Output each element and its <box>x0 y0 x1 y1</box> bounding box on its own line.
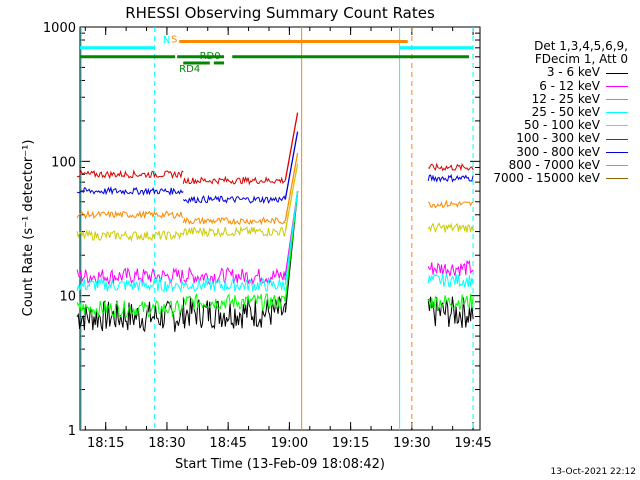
x-tick-label: 19:45 <box>454 436 491 451</box>
legend-entry: 800 - 7000 keV <box>493 157 628 172</box>
series-line <box>182 175 286 186</box>
series-line <box>182 293 286 312</box>
series-line <box>427 199 474 209</box>
legend-label: 3 - 6 keV <box>546 65 600 80</box>
legend-label: 100 - 300 keV <box>516 131 600 146</box>
legend-header-1: Det 1,3,4,5,6,9, <box>534 39 628 53</box>
series-line <box>284 152 299 222</box>
legend: Det 1,3,4,5,6,9, FDecim 1, Att 0 3 - 6 k… <box>493 39 628 186</box>
legend-entry: 7000 - 15000 keV <box>493 171 628 186</box>
series-line <box>76 229 184 243</box>
legend-label: 25 - 50 keV <box>531 105 600 120</box>
x-tick-label: 19:30 <box>393 436 430 451</box>
y-tick-labels: 1 10 100 1000 <box>43 21 76 439</box>
y-tick-label: 1000 <box>43 21 76 36</box>
x-tick-label: 19:15 <box>332 436 369 451</box>
legend-swatch <box>606 85 628 87</box>
x-axis-label: Start Time (13-Feb-09 18:08:42) <box>175 457 385 472</box>
x-tick-label: 18:30 <box>148 436 185 451</box>
series-line <box>182 194 286 205</box>
series-lines <box>76 112 474 333</box>
flag-label: RD4 <box>179 64 200 75</box>
series-line <box>76 277 184 294</box>
legend-entry: 50 - 100 keV <box>493 119 628 132</box>
flag-label: S <box>171 34 177 45</box>
series-line <box>427 173 474 183</box>
y-ticks <box>80 26 480 431</box>
legend-entry: 100 - 300 keV <box>493 132 628 145</box>
y-tick-label: 100 <box>51 155 76 170</box>
legend-entry: 300 - 800 keV <box>493 144 628 159</box>
legend-swatch <box>606 151 628 153</box>
legend-swatch <box>606 138 628 140</box>
series-line <box>182 216 286 226</box>
chart-title: RHESSI Observing Summary Count Rates <box>125 4 435 22</box>
series-line <box>284 112 299 181</box>
x-tick-label: 18:15 <box>87 436 124 451</box>
series-line <box>427 294 474 310</box>
series-line <box>76 169 184 180</box>
series-line <box>76 300 184 333</box>
legend-label: 12 - 25 keV <box>531 91 600 106</box>
legend-swatch <box>606 72 628 74</box>
flag-label: RD0 <box>200 51 221 62</box>
legend-header-2: FDecim 1, Att 0 <box>534 52 628 67</box>
series-line <box>182 225 286 238</box>
y-tick-label: 1 <box>68 424 76 439</box>
series-line <box>182 277 286 293</box>
x-tick-label: 18:45 <box>209 436 246 451</box>
legend-entry: 3 - 6 keV <box>493 66 628 79</box>
series-line <box>427 222 474 233</box>
series-line <box>428 162 474 172</box>
flag-label: N <box>163 35 170 46</box>
series-line <box>76 299 184 318</box>
legend-swatch <box>606 112 628 114</box>
series-line <box>427 296 474 328</box>
series-line <box>284 131 299 200</box>
legend-entry: 25 - 50 keV <box>493 105 628 120</box>
legend-swatch <box>606 164 628 166</box>
x-tick-labels: 18:15 18:30 18:45 19:00 19:15 19:30 19:45 <box>87 436 492 451</box>
y-axis-label: Count Rate (s⁻¹ detector⁻¹) <box>21 140 36 317</box>
series-line <box>427 272 474 288</box>
series-line <box>76 267 184 285</box>
legend-entry: 6 - 12 keV <box>493 78 628 93</box>
legend-entry: 12 - 25 keV <box>493 91 628 106</box>
legend-label: 50 - 100 keV <box>523 118 600 133</box>
timestamp: 13-Oct-2021 22:12 <box>550 467 636 477</box>
series-line <box>76 185 184 197</box>
legend-label: 800 - 7000 keV <box>508 157 600 172</box>
legend-label: 7000 - 15000 keV <box>493 171 600 186</box>
series-line <box>284 163 299 232</box>
legend-swatch <box>606 178 628 180</box>
x-tick-label: 19:00 <box>271 436 308 451</box>
legend-swatch <box>606 125 628 127</box>
series-line <box>284 191 299 286</box>
state-lines <box>80 27 474 430</box>
legend-label: 6 - 12 keV <box>539 78 600 93</box>
series-line <box>76 209 184 220</box>
series-line <box>182 295 286 330</box>
legend-label: 300 - 800 keV <box>516 144 600 159</box>
legend-swatch <box>606 98 628 100</box>
series-line <box>427 259 474 277</box>
plot-frame <box>79 26 481 431</box>
y-tick-label: 10 <box>59 290 76 305</box>
